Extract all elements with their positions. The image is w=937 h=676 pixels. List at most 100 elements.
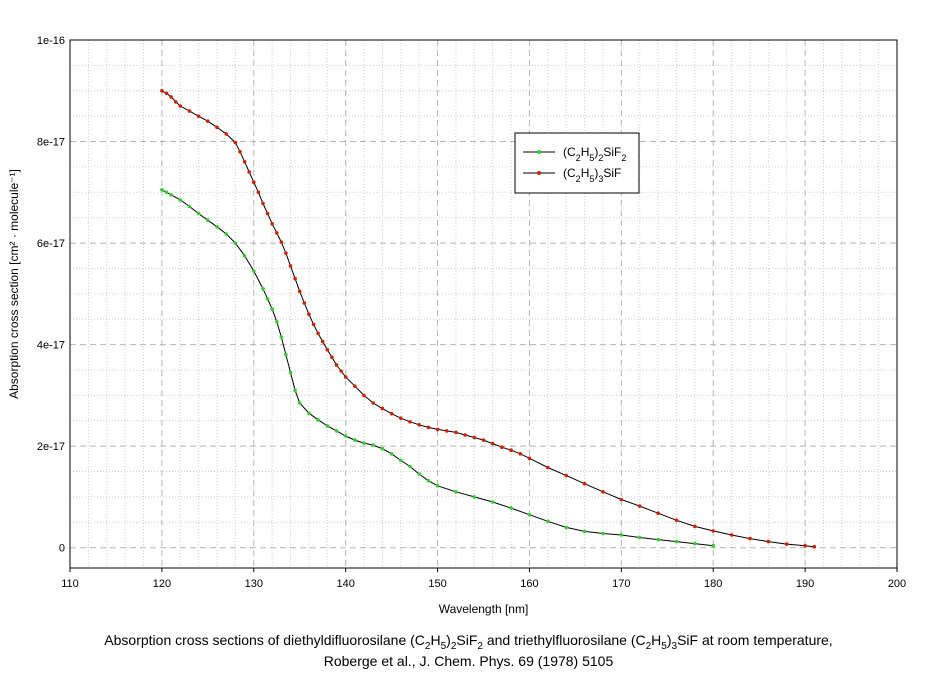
data-point (399, 416, 403, 421)
data-point (362, 393, 366, 398)
data-point (297, 289, 302, 294)
data-point (261, 201, 265, 206)
data-point (426, 478, 431, 483)
data-point (527, 456, 532, 461)
data-point (637, 535, 642, 540)
data-point (320, 339, 325, 344)
data-point (362, 441, 366, 445)
data-point (334, 429, 339, 433)
caption-line-2: Roberge et al., J. Chem. Phys. 69 (1978)… (323, 653, 614, 669)
data-point (463, 433, 467, 437)
data-point (693, 524, 697, 529)
grid (70, 39, 897, 568)
data-point (256, 190, 261, 195)
data-point (444, 429, 449, 433)
data-point (270, 222, 275, 226)
data-point (307, 312, 311, 317)
data-point (454, 490, 458, 494)
x-tick-label: 140 (336, 578, 354, 590)
data-point (343, 434, 348, 438)
data-point (339, 369, 343, 373)
data-point (582, 529, 587, 534)
data-point (426, 425, 431, 430)
data-point (164, 190, 169, 195)
legend: (C2H5)2SiF2 (C2H5)3SiF (514, 132, 640, 194)
data-point (288, 370, 293, 375)
data-point (288, 264, 293, 268)
x-tick-label: 170 (612, 578, 630, 590)
y-axis-title: Absorption cross section [cm² · molecule… (7, 169, 21, 399)
data-point (490, 500, 495, 504)
y-tick-label: 0 (59, 543, 65, 555)
data-point (582, 481, 587, 486)
data-point (160, 89, 164, 93)
data-point (601, 490, 605, 494)
data-point (564, 525, 568, 530)
data-point (353, 438, 357, 442)
axis-ticks: 110 120 130 140 150 160 170 180 190 200 0 2e-17 4e-1… (37, 35, 906, 590)
data-point (302, 301, 307, 305)
x-tick-label: 110 (61, 578, 79, 590)
series-1 (160, 188, 715, 548)
data-point (242, 254, 247, 258)
data-point (169, 95, 173, 99)
data-point (196, 211, 201, 216)
data-point (399, 458, 403, 463)
data-point (748, 536, 752, 541)
data-point (160, 188, 164, 192)
data-point (371, 443, 376, 447)
x-tick-label: 180 (704, 578, 722, 590)
y-tick-label: 6e-17 (37, 238, 65, 250)
plot-frame (69, 39, 898, 569)
data-point (380, 446, 385, 451)
data-point (169, 193, 173, 197)
x-tick-label: 190 (796, 578, 814, 590)
data-point (187, 204, 192, 209)
data-point (334, 363, 339, 367)
data-point (656, 511, 660, 515)
x-tick-label: 160 (520, 578, 538, 590)
data-point (729, 533, 734, 537)
data-point (187, 109, 192, 113)
data-point (353, 384, 357, 389)
data-point (215, 225, 219, 229)
data-point (178, 104, 183, 108)
y-tick-label: 1e-16 (37, 35, 65, 47)
data-point (224, 232, 228, 236)
data-point (238, 149, 242, 154)
data-point (164, 91, 169, 96)
data-point (656, 537, 660, 542)
y-tick-label: 8e-17 (37, 137, 65, 149)
data-point (242, 160, 247, 164)
data-point (261, 287, 265, 291)
data-point (224, 132, 228, 136)
data-point (173, 100, 178, 104)
data-point (371, 401, 376, 405)
data-point (481, 438, 486, 442)
data-point (233, 241, 238, 245)
series-2 (160, 89, 817, 549)
data-point (546, 519, 550, 524)
data-point (284, 353, 288, 357)
data-point (711, 543, 715, 548)
data-point (325, 347, 330, 352)
data-point (293, 388, 297, 393)
data-point (803, 543, 807, 548)
legend-marker (537, 171, 541, 175)
y-tick-label: 4e-17 (37, 340, 65, 352)
legend-marker (537, 150, 541, 154)
data-point (279, 240, 284, 244)
data-point (619, 497, 624, 502)
data-point (247, 170, 251, 174)
data-point (472, 435, 477, 440)
legend-label: (C2H5)2SiF2 (563, 145, 626, 163)
data-point (206, 119, 210, 123)
data-point (454, 430, 458, 435)
x-tick-label: 130 (245, 578, 263, 590)
data-point (389, 411, 394, 416)
data-point (275, 320, 279, 324)
data-point (674, 518, 679, 523)
data-point (619, 533, 624, 537)
data-point (325, 424, 330, 428)
